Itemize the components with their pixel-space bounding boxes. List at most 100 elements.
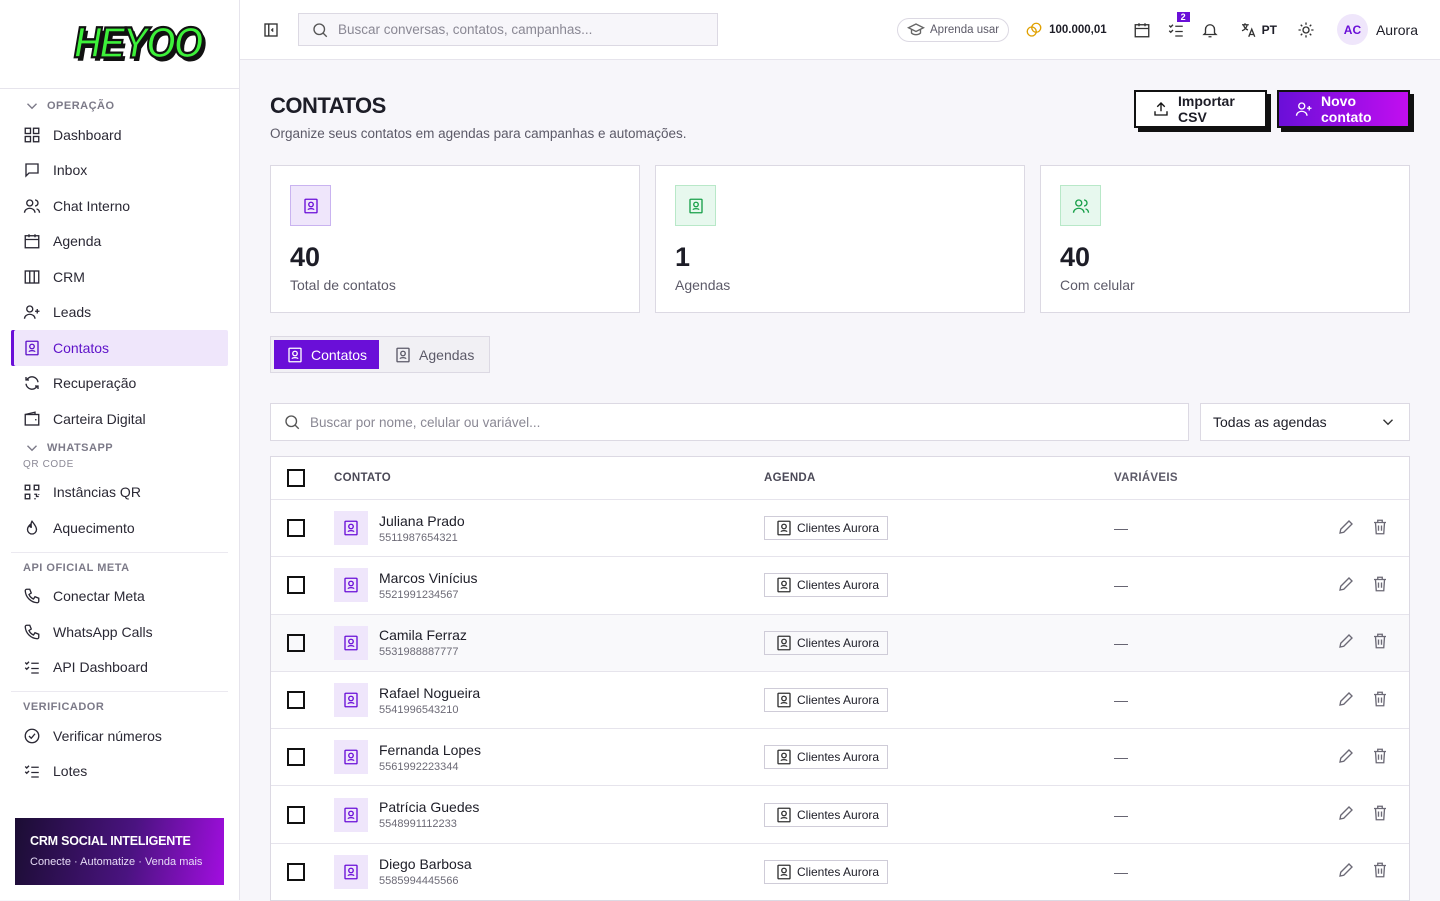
- icon-part: [347, 530, 355, 533]
- delete-button[interactable]: [1371, 690, 1389, 711]
- agenda-tag: Clientes Aurora: [764, 745, 889, 770]
- notifications-button[interactable]: [1193, 21, 1227, 39]
- edit-button[interactable]: [1337, 747, 1355, 768]
- nav-item[interactable]: Recuperação: [11, 366, 228, 402]
- row-checkbox[interactable]: [287, 862, 305, 881]
- nav-item[interactable]: Conectar Meta: [11, 579, 228, 615]
- nav-item[interactable]: Carteira Digital: [11, 401, 228, 437]
- nav-item[interactable]: Chat Interno: [11, 188, 228, 224]
- select-all-checkbox[interactable]: [287, 469, 305, 487]
- icon: [264, 22, 278, 37]
- agenda-tag: Clientes Aurora: [764, 516, 889, 541]
- promo-title: CRM SOCIAL INTELIGENTE: [30, 834, 191, 848]
- nav-item[interactable]: API Dashboard: [11, 650, 228, 686]
- edit-button[interactable]: [1337, 804, 1355, 825]
- learn-button[interactable]: Aprenda usar: [897, 17, 1010, 42]
- icon: [777, 520, 791, 536]
- new-contact-button[interactable]: Novo contato: [1277, 90, 1410, 128]
- nav-item[interactable]: Leads: [11, 295, 228, 331]
- row-actions: [1337, 518, 1389, 539]
- nav-item[interactable]: Agenda: [11, 224, 228, 260]
- contact-search[interactable]: Buscar por nome, celular ou variável...: [270, 403, 1189, 441]
- table-row: Diego Barbosa 5585994445566 Clientes Auror…: [271, 842, 1409, 900]
- contact-name: Camila Ferraz: [379, 627, 467, 644]
- theme-button[interactable]: [1289, 21, 1323, 39]
- nav-label: Inbox: [53, 162, 88, 179]
- row-checkbox[interactable]: [287, 519, 305, 538]
- icon-part: [1339, 519, 1353, 534]
- section-title[interactable]: OPERAÇÃO: [11, 95, 228, 117]
- icon-part: [1339, 576, 1353, 591]
- edit-button[interactable]: [1337, 518, 1355, 539]
- icon-part: [780, 873, 788, 877]
- nav-item[interactable]: Instâncias QR: [11, 475, 228, 511]
- delete-button[interactable]: [1371, 518, 1389, 539]
- edit-button[interactable]: [1337, 861, 1355, 882]
- nav-item[interactable]: Contatos: [11, 330, 228, 366]
- balance[interactable]: 100.000,01: [1025, 21, 1107, 39]
- global-search[interactable]: Buscar conversas, contatos, campanhas...: [298, 13, 718, 46]
- icon-part: [24, 728, 40, 744]
- language-button[interactable]: PT: [1239, 21, 1277, 39]
- icon-part: [1031, 22, 1042, 33]
- calendar-button[interactable]: [1125, 21, 1159, 39]
- agenda-select[interactable]: Todas as agendas: [1200, 403, 1410, 441]
- sidebar-toggle[interactable]: [262, 21, 280, 39]
- contact-name: Rafael Nogueira: [379, 684, 481, 701]
- icon-part: [1295, 106, 1312, 116]
- import-csv-button[interactable]: Importar CSV: [1134, 90, 1267, 128]
- nav-item[interactable]: Verificar números: [11, 718, 228, 754]
- edit-button[interactable]: [1337, 632, 1355, 653]
- nav-label: Dashboard: [53, 126, 122, 143]
- row-actions: [1337, 747, 1389, 768]
- icon-part: [24, 588, 40, 604]
- section-title[interactable]: WHATSAPP: [11, 437, 228, 459]
- nav-item[interactable]: Lotes: [11, 754, 228, 790]
- row-checkbox[interactable]: [287, 691, 305, 710]
- icon-part: [777, 864, 791, 880]
- icon: [344, 578, 358, 593]
- select-value: Todas as agendas: [1213, 414, 1327, 430]
- icon-part: [344, 635, 358, 651]
- tasks-button[interactable]: 2: [1159, 11, 1193, 39]
- icon-part: [1302, 25, 1310, 34]
- column-header: VARIÁVEIS: [1114, 472, 1178, 484]
- stat-value: 40: [290, 242, 321, 272]
- edit-button[interactable]: [1337, 690, 1355, 711]
- delete-button[interactable]: [1371, 747, 1389, 768]
- row-checkbox[interactable]: [287, 805, 305, 824]
- row-checkbox[interactable]: [287, 576, 305, 595]
- icon: [1298, 22, 1314, 37]
- tab[interactable]: Contatos: [274, 340, 380, 369]
- delete-button[interactable]: [1371, 632, 1389, 653]
- user-menu[interactable]: AC Aurora: [1336, 14, 1418, 45]
- nav-item[interactable]: Inbox: [11, 153, 228, 189]
- nav-item[interactable]: CRM: [11, 259, 228, 295]
- contact-phone: 5561992223344: [379, 760, 459, 773]
- logo[interactable]: HEYOO: [73, 18, 204, 69]
- icon-part: [24, 135, 32, 143]
- table-row: Fernanda Lopes 5561992223344 Clientes Auro…: [271, 728, 1409, 785]
- edit-button[interactable]: [1337, 575, 1355, 596]
- icon-part: [1134, 23, 1150, 37]
- delete-button[interactable]: [1371, 804, 1389, 825]
- icon-part: [1154, 102, 1168, 116]
- tab[interactable]: Agendas: [382, 340, 486, 369]
- icon-part: [322, 32, 328, 37]
- row-checkbox[interactable]: [287, 633, 305, 652]
- icon-part: [288, 347, 302, 362]
- icon-part: [781, 523, 787, 530]
- logo-area[interactable]: HEYOO: [0, 0, 239, 89]
- icon-part: [396, 347, 410, 362]
- nav-item[interactable]: Dashboard: [11, 117, 228, 153]
- nav-item[interactable]: Aquecimento: [11, 510, 228, 546]
- row-checkbox[interactable]: [287, 748, 305, 767]
- delete-button[interactable]: [1371, 861, 1389, 882]
- icon-part: [28, 733, 36, 739]
- nav-item[interactable]: WhatsApp Calls: [11, 614, 228, 650]
- promo[interactable]: CRM SOCIAL INTELIGENTE Conecte · Automati…: [15, 818, 224, 885]
- delete-button[interactable]: [1371, 575, 1389, 596]
- icon-part: [344, 692, 358, 708]
- icon-part: [781, 638, 787, 645]
